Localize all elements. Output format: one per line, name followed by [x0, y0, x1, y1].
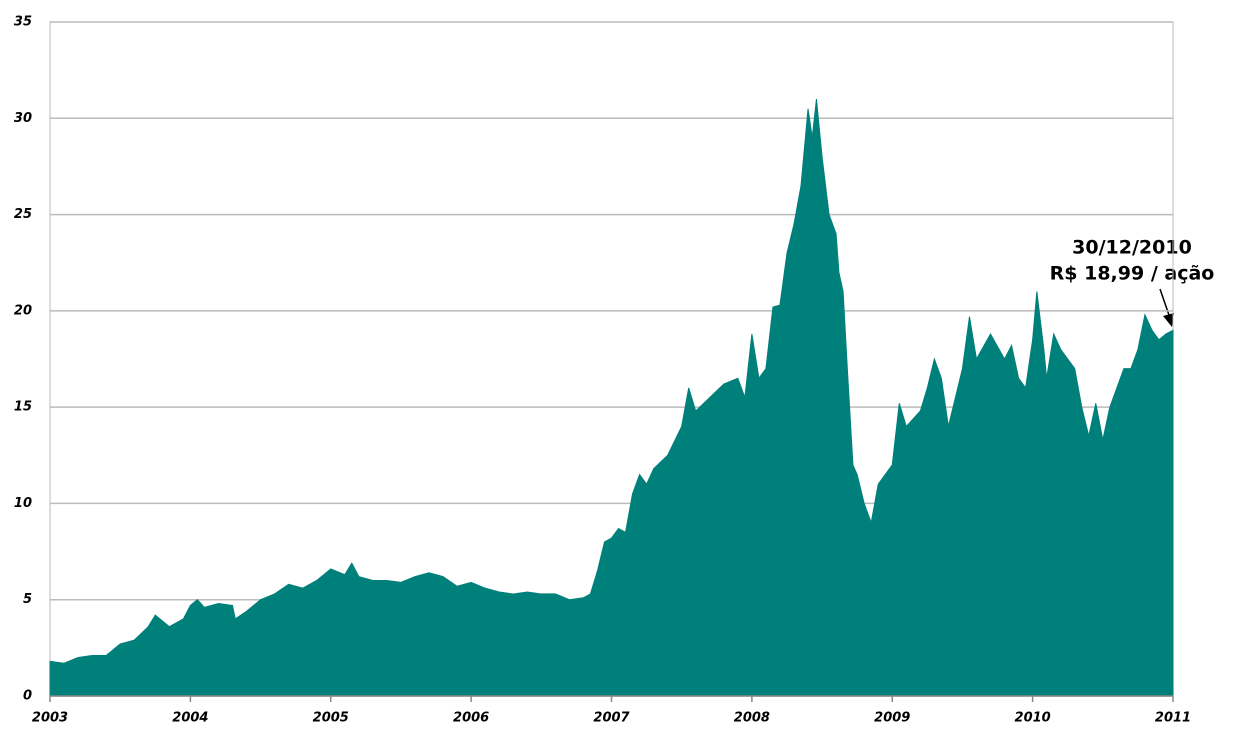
x-tick-label: 2008 [734, 711, 770, 726]
x-tick-label: 2009 [874, 711, 910, 726]
y-tick-label: 35 [14, 15, 32, 30]
annotation: R$ 18,99 / ação [1050, 263, 1215, 285]
annotation-arrow [1159, 288, 1171, 319]
area [49, 98, 1174, 697]
x-tick-label: 2005 [313, 711, 349, 726]
x-tick-label: 2006 [453, 711, 489, 726]
y-tick-label: 10 [14, 496, 32, 511]
y-tick-label: 5 [23, 592, 32, 607]
y-tick-label: 30 [14, 111, 32, 126]
x-tick-label: 2010 [1015, 711, 1051, 726]
y-tick-label: 0 [23, 689, 32, 704]
x-tick-label: 2003 [32, 711, 68, 726]
annotation: 30/12/2010 [1072, 237, 1192, 259]
annotation-arrowhead [1163, 313, 1174, 327]
x-tick-label: 2011 [1155, 711, 1191, 726]
y-tick-label: 15 [14, 400, 32, 415]
y-tick-label: 25 [14, 207, 32, 222]
x-tick-label: 2007 [593, 711, 630, 726]
y-tick-label: 20 [14, 303, 32, 318]
x-tick-label: 2004 [172, 711, 208, 726]
